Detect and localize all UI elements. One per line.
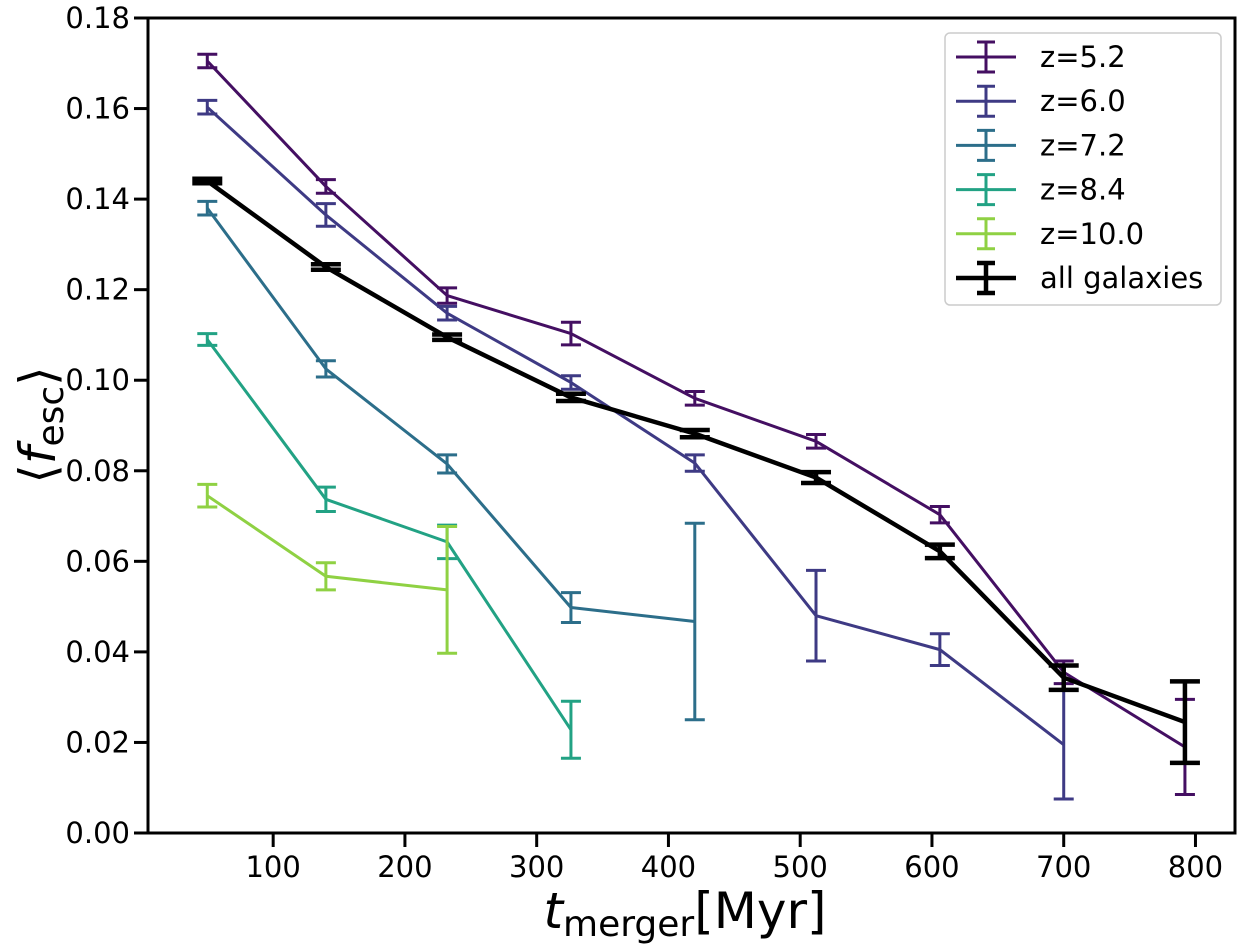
series-line-z-6-0 xyxy=(206,106,1065,746)
series-line-z-8-4 xyxy=(206,338,573,731)
y-tick-label: 0.00 xyxy=(65,816,130,850)
error-bar xyxy=(806,433,827,450)
error-bar xyxy=(560,374,581,391)
x-axis-label-unit: [Myr] xyxy=(694,882,826,940)
legend-item-z-5-2: z=5.2 xyxy=(956,40,1126,74)
series-layer xyxy=(192,52,1200,801)
x-tick-label: 800 xyxy=(1168,850,1223,884)
legend-item-all-galaxies: all galaxies xyxy=(956,260,1203,296)
y-tick-label: 0.12 xyxy=(65,273,130,307)
error-bar xyxy=(197,98,218,116)
error-bar xyxy=(315,178,336,195)
series-z-7-2 xyxy=(197,199,705,722)
y-tick-label: 0.08 xyxy=(65,454,130,488)
legend-label: z=7.2 xyxy=(1040,128,1126,162)
series-z-10-0 xyxy=(197,482,458,655)
error-bar xyxy=(806,568,827,663)
legend-label: z=10.0 xyxy=(1040,217,1144,251)
error-bar xyxy=(437,304,458,322)
y-tick-label: 0.06 xyxy=(65,544,130,578)
series-z-8-4 xyxy=(197,332,581,760)
error-bar xyxy=(437,524,458,655)
error-bar xyxy=(437,286,458,305)
legend-item-z-10-0: z=10.0 xyxy=(956,217,1144,251)
x-axis-label-main: t xyxy=(543,882,565,940)
error-bar xyxy=(684,390,705,407)
error-bar xyxy=(684,521,705,722)
legend-label: z=5.2 xyxy=(1040,40,1126,74)
error-bar xyxy=(315,485,336,514)
y-axis-label-sub: esc xyxy=(31,386,72,447)
legend-label: z=8.4 xyxy=(1040,173,1126,207)
series-z-6-0 xyxy=(197,98,1074,801)
error-bar xyxy=(560,591,581,624)
error-bar xyxy=(197,199,218,217)
x-tick-label: 200 xyxy=(377,850,432,884)
error-bar xyxy=(924,542,955,561)
ticks-layer: 100 200 300 400 500 600 700 800 0.00 0.02 0.04 0.06… xyxy=(65,1,1223,884)
y-tick-label: 0.02 xyxy=(65,725,130,759)
x-tick-label: 400 xyxy=(641,850,696,884)
x-tick-label: 700 xyxy=(1036,850,1091,884)
x-axis-label: tmerger[Myr] xyxy=(543,882,826,945)
error-bar xyxy=(929,632,950,667)
error-bar xyxy=(1053,688,1074,801)
error-bar xyxy=(197,52,218,70)
error-bar xyxy=(315,561,336,592)
legend-label: all galaxies xyxy=(1040,261,1203,295)
error-bar xyxy=(1169,679,1200,766)
x-tick-label: 600 xyxy=(904,850,959,884)
error-bar xyxy=(679,427,710,440)
error-bar xyxy=(929,505,950,525)
y-tick-label: 0.04 xyxy=(65,635,130,669)
error-bar xyxy=(560,320,581,347)
legend-item-z-6-0: z=6.0 xyxy=(956,84,1126,118)
x-axis-label-sub: merger xyxy=(563,904,694,945)
y-tick-label: 0.14 xyxy=(65,182,130,216)
legend-item-z-8-4: z=8.4 xyxy=(956,173,1126,207)
y-axis-label-close: ⟩ xyxy=(9,366,67,386)
x-tick-label: 100 xyxy=(245,850,300,884)
error-bar xyxy=(555,391,586,404)
y-axis-label-open: ⟨ xyxy=(9,464,67,484)
error-bar xyxy=(560,699,581,760)
error-bar xyxy=(1048,663,1079,693)
error-bar xyxy=(192,176,223,186)
series-all-galaxies xyxy=(192,176,1200,766)
y-tick-label: 0.10 xyxy=(65,363,130,397)
legend: z=5.2 z=6.0 z=7.2 z=8.4 z=10.0 all galaxies xyxy=(944,32,1222,306)
x-tick-label: 300 xyxy=(509,850,564,884)
error-bar xyxy=(315,359,336,379)
legend-item-z-7-2: z=7.2 xyxy=(956,128,1126,162)
error-bar xyxy=(432,332,463,343)
error-bar xyxy=(437,453,458,475)
error-bar xyxy=(801,469,832,486)
legend-label: z=6.0 xyxy=(1040,84,1126,118)
error-bar xyxy=(197,332,218,347)
y-tick-label: 0.18 xyxy=(65,1,130,35)
legend-items: z=5.2 z=6.0 z=7.2 z=8.4 z=10.0 all galaxies xyxy=(956,40,1203,296)
plot-frame xyxy=(146,16,1237,835)
y-tick-label: 0.16 xyxy=(65,92,130,126)
x-tick-label: 500 xyxy=(773,850,828,884)
error-bar xyxy=(315,202,336,228)
y-axis-label: ⟨fesc⟩ xyxy=(9,366,72,483)
error-bar xyxy=(310,262,341,272)
error-bar xyxy=(197,482,218,509)
error-bar xyxy=(684,453,705,473)
